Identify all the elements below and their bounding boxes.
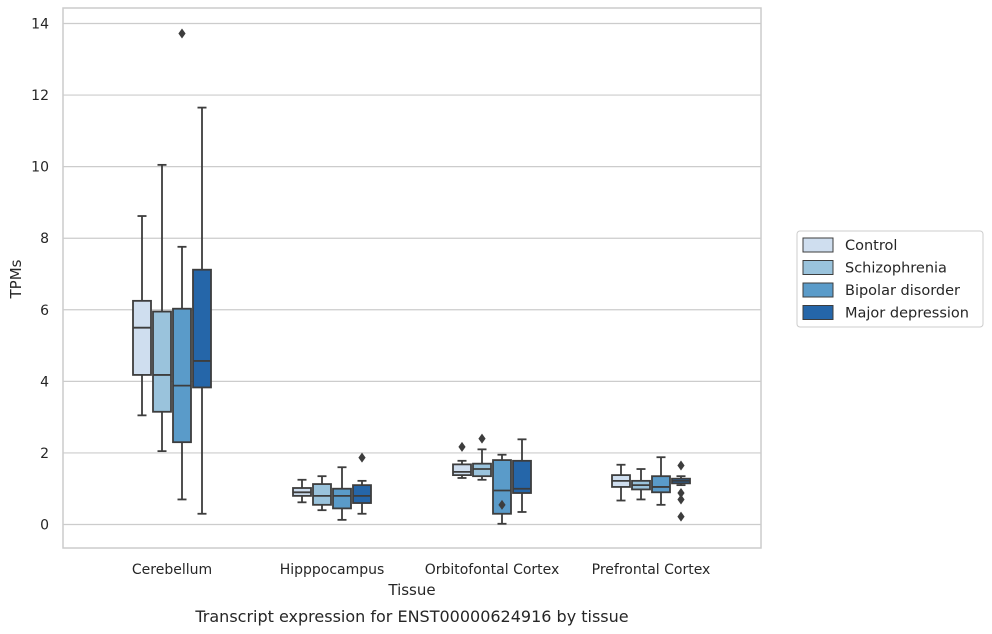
box bbox=[172, 307, 192, 444]
y-tick-label: 14 bbox=[31, 17, 49, 33]
chart-caption: Transcript expression for ENST0000062491… bbox=[194, 607, 628, 626]
outlier-point bbox=[358, 452, 366, 463]
legend-swatch bbox=[802, 260, 834, 275]
legend-swatch bbox=[802, 305, 834, 320]
box-group bbox=[152, 163, 172, 453]
box-group bbox=[492, 453, 512, 525]
legend-label: Schizophrenia bbox=[845, 261, 947, 277]
box-group bbox=[611, 463, 631, 502]
outlier-point bbox=[677, 488, 685, 499]
x-tick-label: Cerebellum bbox=[132, 562, 212, 578]
legend-label: Control bbox=[845, 238, 897, 254]
x-tick-label: Orbitofontal Cortex bbox=[425, 562, 560, 578]
box bbox=[452, 463, 472, 477]
x-tick-label: Hipppocampus bbox=[280, 562, 385, 578]
box-group bbox=[472, 433, 492, 481]
y-gridlines bbox=[63, 22, 761, 526]
y-tick-label: 8 bbox=[40, 231, 49, 247]
y-tick-label: 6 bbox=[40, 303, 49, 319]
y-tick-label: 12 bbox=[31, 88, 49, 104]
plot-area-frame bbox=[62, 7, 762, 549]
x-axis-label: Tissue bbox=[387, 581, 435, 599]
box bbox=[352, 484, 372, 504]
box bbox=[192, 268, 212, 389]
box bbox=[312, 483, 332, 506]
outlier-point bbox=[677, 494, 685, 505]
box bbox=[492, 459, 512, 515]
box-group bbox=[192, 106, 212, 515]
y-tick-label: 2 bbox=[40, 446, 49, 462]
box-group bbox=[671, 460, 691, 522]
legend-swatch bbox=[802, 237, 834, 253]
box bbox=[332, 487, 352, 510]
y-tick-labels: 0 2 4 6 8 10 12 14 bbox=[31, 17, 49, 534]
legend-label: Bipolar disorder bbox=[845, 283, 960, 299]
outlier-point bbox=[178, 28, 186, 39]
legend-label: Major depression bbox=[845, 306, 969, 322]
y-tick-label: 10 bbox=[31, 160, 49, 176]
box-group bbox=[172, 28, 192, 501]
box-group bbox=[631, 468, 651, 501]
box-group bbox=[512, 438, 532, 513]
box-group bbox=[312, 475, 332, 512]
box bbox=[152, 310, 172, 413]
outlier-point bbox=[498, 499, 506, 510]
legend-swatch bbox=[802, 282, 834, 298]
y-tick-label: 0 bbox=[40, 518, 49, 534]
y-tick-label: 4 bbox=[40, 374, 49, 390]
box bbox=[132, 299, 152, 376]
outlier-point bbox=[478, 433, 486, 444]
box-series bbox=[132, 28, 691, 525]
box-group bbox=[132, 215, 152, 417]
legend: Control Schizophrenia Bipolar disorder Majo… bbox=[796, 230, 984, 328]
box bbox=[651, 475, 671, 494]
box bbox=[512, 459, 532, 494]
legend-frame bbox=[796, 230, 984, 328]
box-group bbox=[452, 441, 472, 479]
outlier-point bbox=[458, 441, 466, 452]
outlier-point bbox=[677, 511, 685, 522]
box-group bbox=[651, 456, 671, 506]
x-tick-label: Prefrontal Cortex bbox=[592, 562, 711, 578]
x-tick-labels: Cerebellum Hipppocampus Orbitofontal Corte… bbox=[132, 562, 710, 578]
y-axis-label: TPMs bbox=[7, 259, 25, 299]
box-group bbox=[352, 452, 372, 515]
outlier-point bbox=[677, 460, 685, 471]
box-group bbox=[332, 466, 352, 521]
box-group bbox=[292, 478, 312, 504]
